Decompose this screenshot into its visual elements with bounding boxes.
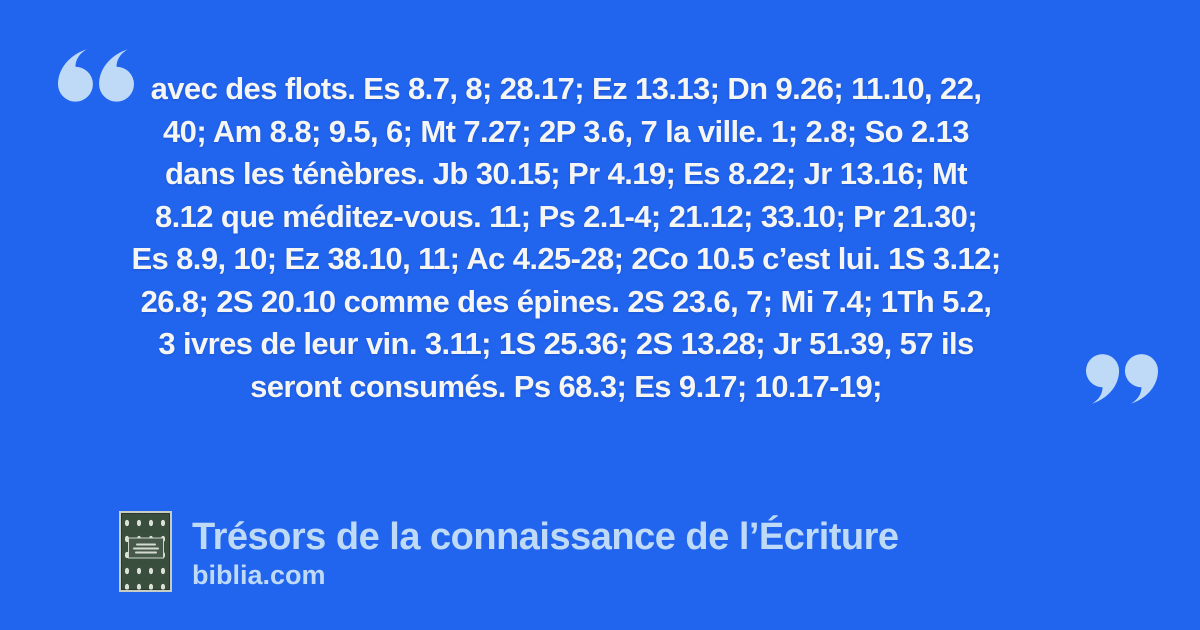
site-name: biblia.com — [192, 559, 326, 590]
book-plate-line — [134, 551, 157, 554]
publication-title: Trésors de la connaissance de l’Écriture — [192, 515, 899, 558]
quote-text: avec des flots. Es 8.7, 8; 28.17; Ez 13.… — [130, 68, 1002, 408]
quote-line: dans les ténèbres. Jb 30.15; Pr 4.19; Es… — [164, 156, 968, 191]
book-cover-plate — [127, 537, 164, 559]
quote-line: avec des flots. Es 8.7, 8; 28.17; Ez 13.… — [150, 71, 982, 106]
close-quote-icon — [1086, 353, 1158, 404]
quote-line: seront consumés. Ps 68.3; Es 9.17; 10.17… — [250, 368, 882, 404]
book-plate-line — [132, 547, 159, 550]
open-quote-icon — [58, 49, 134, 103]
quote-line: 3 ivres de leur vin. 3.11; 1S 25.36; 2S … — [158, 326, 974, 361]
quote-line: 8.12 que méditez-vous. 11; Ps 2.1-4; 21.… — [154, 198, 978, 234]
footer-textblock: Trésors de la connaissance de l’Écriture… — [192, 514, 899, 590]
quote-line: Es 8.9, 10; Ez 38.10, 11; Ac 4.25-28; 2C… — [131, 241, 1001, 276]
footer: Trésors de la connaissance de l’Écriture… — [119, 511, 899, 592]
book-cover-thumbnail — [119, 511, 172, 592]
quote-line: 40; Am 8.8; 9.5, 6; Mt 7.27; 2P 3.6, 7 l… — [163, 113, 970, 149]
book-plate-line — [135, 543, 156, 546]
quote-line: 26.8; 2S 20.10 comme des épines. 2S 23.6… — [140, 283, 992, 319]
